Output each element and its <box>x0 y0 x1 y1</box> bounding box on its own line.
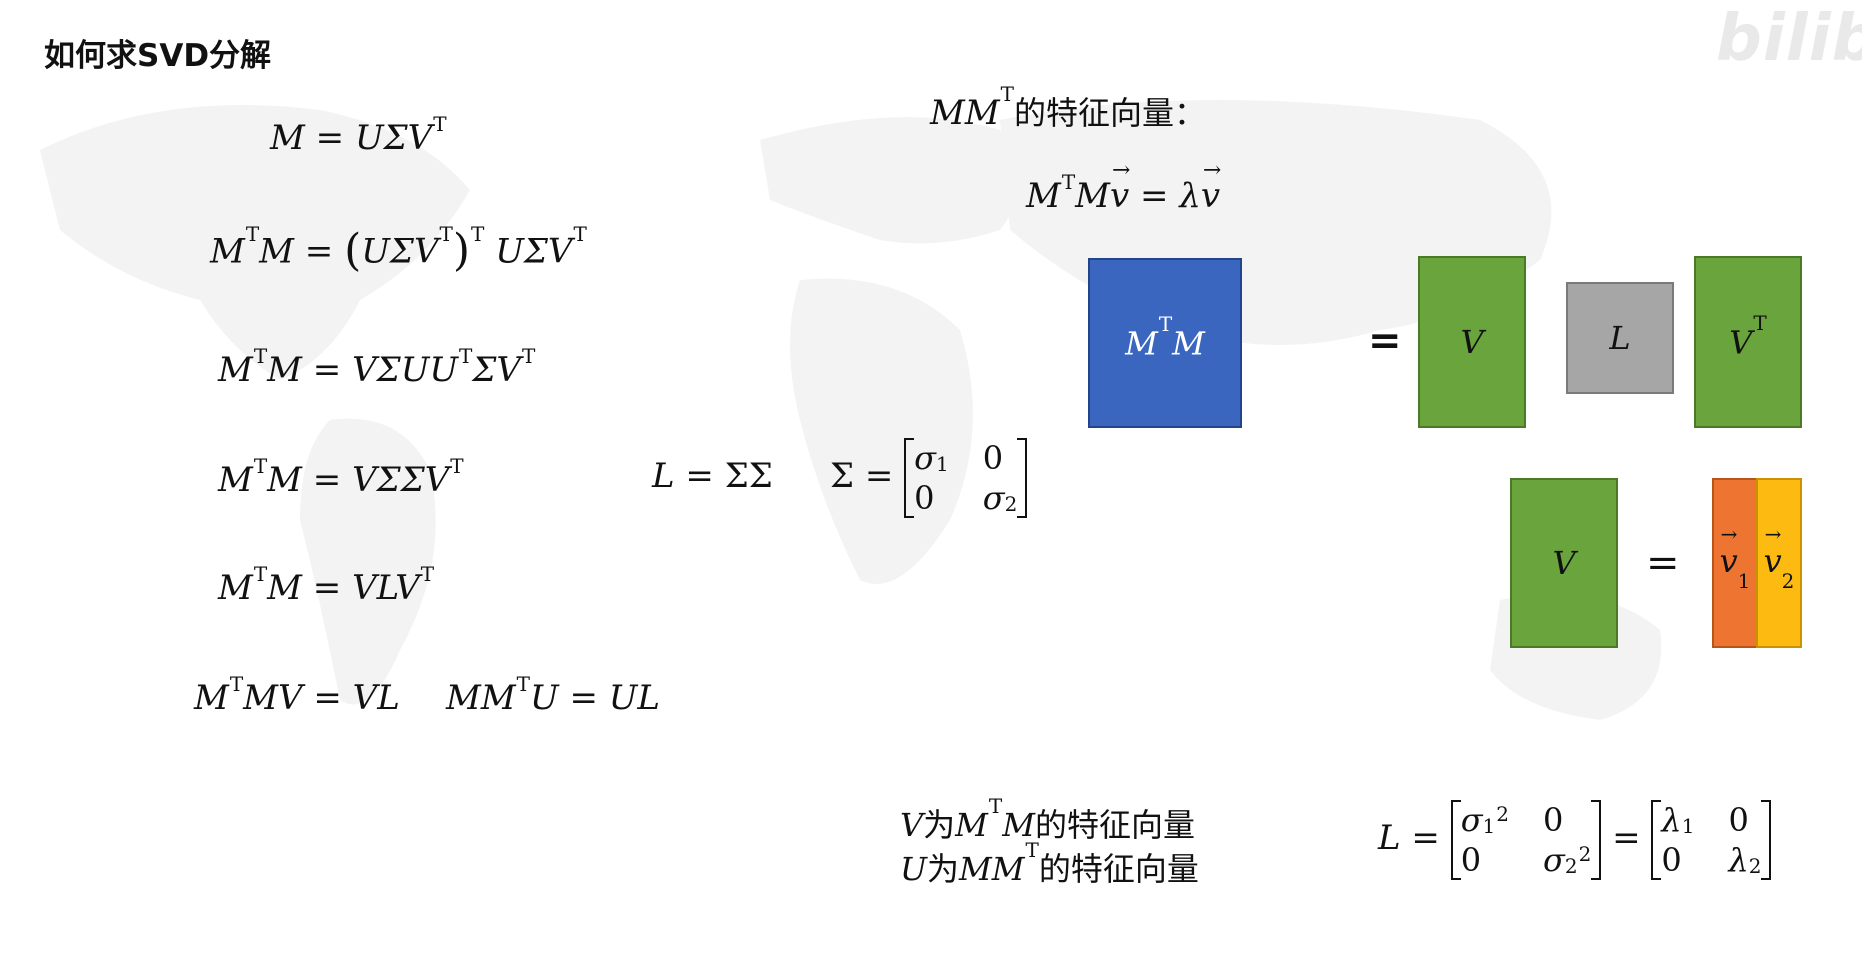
equation-l-definition: L = ΣΣ <box>652 456 773 496</box>
equation-sigma-matrix: Σ = σ1 0 0 σ2 <box>830 438 1028 518</box>
equation-mtmv: MTMV = VL <box>194 672 400 718</box>
equation-l-eigenvalues: L = σ12 0 0 σ22 = λ1 0 0 λ2 <box>1378 800 1772 880</box>
v-block: V <box>1418 256 1526 428</box>
equation-mtm-expand: MTM = (UΣVT)T UΣVT <box>210 222 587 276</box>
v2-column: → v2 <box>1756 478 1802 648</box>
block-equals-sign: = <box>1368 318 1402 364</box>
u-eigenvector-statement: U为MMT的特征向量 <box>900 838 1199 888</box>
l-block: L <box>1566 282 1674 394</box>
lambda-matrix: λ1 0 0 λ2 <box>1651 800 1772 880</box>
equation-mtm-vlvt: MTM = VLVT <box>218 562 435 608</box>
equation-mtm-product: MTM = VΣUUTΣVT <box>218 344 536 390</box>
columns-equals-sign: = <box>1646 540 1680 586</box>
equation-svd: M = UΣVT <box>270 112 447 158</box>
mtm-block: MTM <box>1088 258 1242 428</box>
sigma-squared-matrix: σ12 0 0 σ22 <box>1450 800 1602 880</box>
vt-block: VT <box>1694 256 1802 428</box>
v-block-columns: V <box>1510 478 1618 648</box>
eigenvector-heading: MMT的特征向量： <box>930 82 1206 133</box>
equation-eigen: MTM → v = λ → v <box>1026 158 1222 216</box>
sigma-matrix: σ1 0 0 σ2 <box>904 438 1028 518</box>
v1-column: → v1 <box>1712 478 1758 648</box>
equation-mtm-sigma: MTM = VΣΣVT <box>218 454 464 500</box>
slide-title: 如何求SVD分解 <box>44 38 272 74</box>
bilibili-logo: bilibili <box>1716 2 1862 76</box>
equation-mmtu: MMTU = UL <box>446 672 660 718</box>
v-eigenvector-statement: V为MTM的特征向量 <box>900 794 1196 844</box>
